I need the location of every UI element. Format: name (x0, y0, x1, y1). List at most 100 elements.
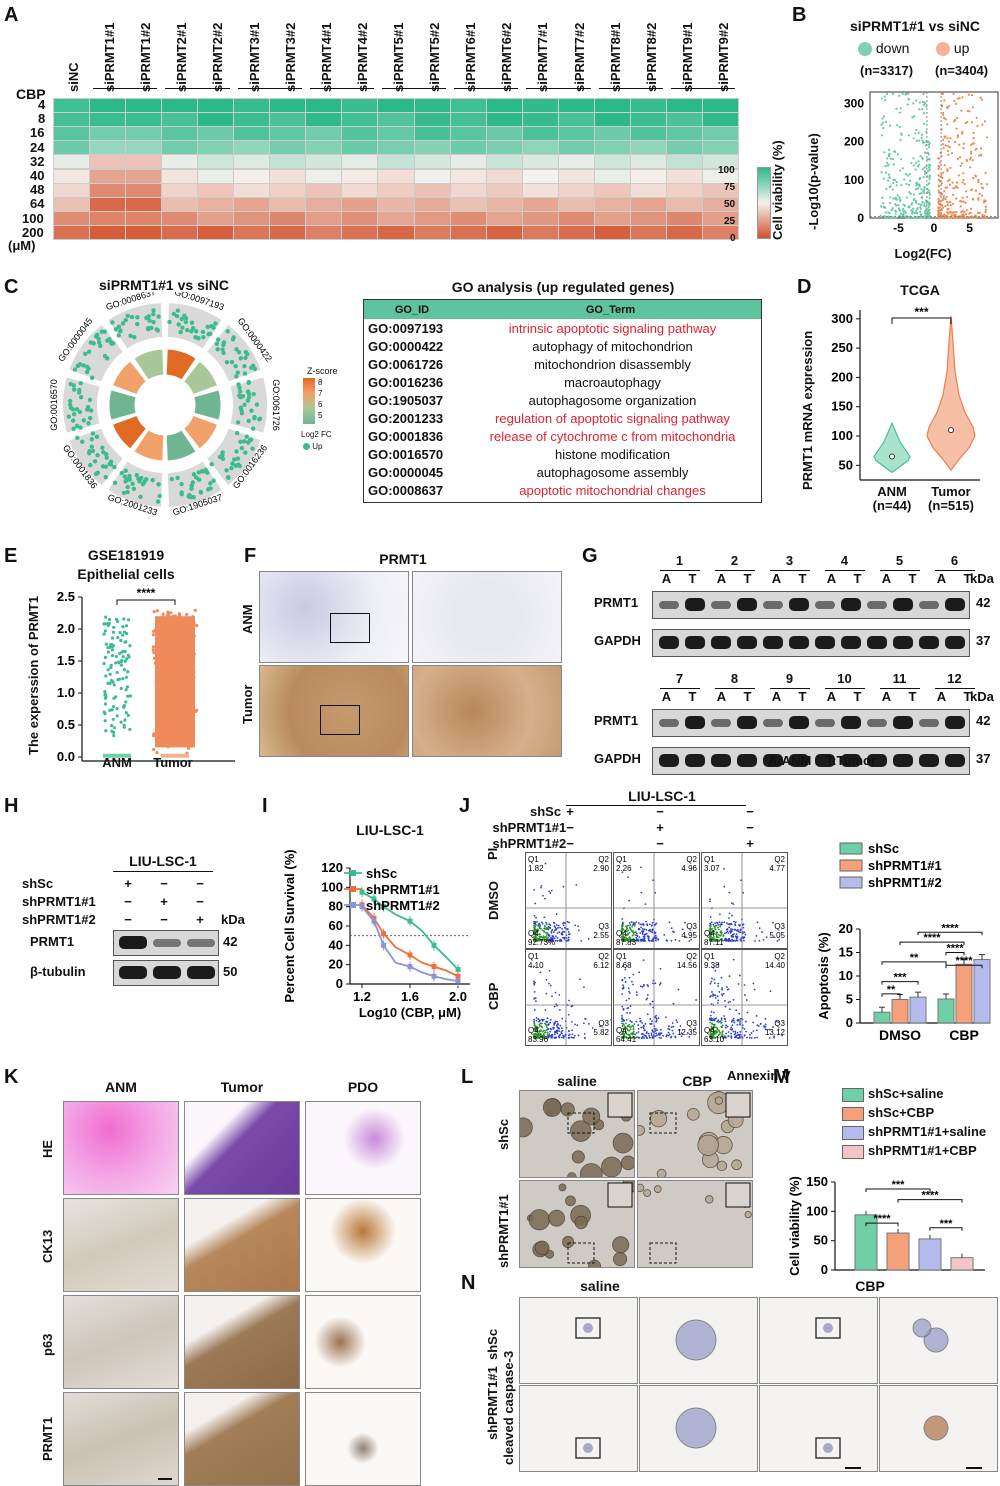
flow-event (756, 921, 759, 924)
volcano-point (922, 190, 925, 193)
volcano-point (972, 177, 975, 180)
flow-event (571, 1029, 574, 1032)
flow-event (710, 921, 713, 924)
condition-sign: + (656, 820, 664, 835)
quadrant-label: Q3 (686, 922, 697, 931)
go-gene-point (257, 417, 262, 422)
blot-band (659, 601, 679, 609)
go-gene-point (215, 347, 220, 352)
blot-band (841, 598, 861, 611)
volcano-point (888, 152, 891, 156)
flow-event (717, 985, 720, 987)
gse-point (191, 706, 195, 710)
flow-event (735, 1009, 738, 1012)
ihc-k-image (305, 1295, 421, 1389)
volcano-point (900, 132, 903, 135)
volcano-point (956, 134, 959, 137)
volcano-point (920, 192, 923, 195)
volcano-title: siPRMT1#1 vs siNC (850, 18, 980, 34)
flow-event (631, 925, 633, 928)
gse-group-anm: ANM (102, 755, 132, 770)
heatmap-cell (522, 155, 558, 169)
volcano-point (927, 189, 931, 192)
flow-event (637, 922, 640, 924)
volcano-point (949, 166, 952, 170)
heatmap-cell (197, 126, 233, 141)
heatmap-cell (450, 126, 486, 141)
heatmap-cell (414, 112, 450, 126)
go-zscore-sector (165, 429, 197, 462)
gse-point (168, 670, 173, 674)
flow-event (670, 1035, 673, 1038)
flow-event (540, 921, 543, 924)
volcano-point (928, 174, 931, 177)
go-gene-point (138, 494, 143, 500)
volcano-point (914, 161, 918, 164)
heatmap-cell (522, 141, 558, 155)
heatmap-cell (703, 98, 739, 112)
flow-event (755, 934, 758, 937)
ihc-k-image (305, 1392, 421, 1486)
flow-event (549, 892, 552, 894)
flow-event (625, 1022, 627, 1025)
heatmap-cell (558, 112, 595, 126)
flow-yaxis: PI (485, 847, 500, 860)
condition-sign: − (746, 820, 754, 835)
flow-event (628, 992, 631, 994)
curve-point (431, 973, 437, 979)
flow-event (651, 929, 654, 932)
go-gene-point (229, 359, 235, 365)
curve-point (381, 942, 387, 948)
go-id-cell: GO:0000422 (368, 338, 444, 354)
go-gene-point (200, 329, 206, 335)
flow-event (567, 928, 569, 931)
organoid (579, 1163, 603, 1177)
flow-event (621, 1020, 623, 1023)
heatmap-cell (703, 169, 739, 183)
gse-point (110, 636, 115, 640)
go-gene-point (100, 445, 105, 450)
flow-event (736, 1023, 739, 1026)
flow-event (625, 928, 628, 931)
blot-band (685, 716, 705, 729)
gse-point (112, 625, 116, 629)
ihc-f-anm-low (259, 571, 409, 663)
flow-event (552, 1026, 555, 1029)
ihc-k-image (184, 1295, 300, 1389)
heatmap-cell (414, 212, 450, 226)
flow-event (676, 1021, 679, 1024)
flow-event (713, 926, 716, 929)
flow-event (716, 1028, 719, 1031)
volcano-point (892, 197, 895, 200)
go-gene-point (132, 334, 137, 340)
quadrant-label: Q1 (528, 855, 539, 864)
gse-point (171, 689, 175, 693)
condition-sign: − (124, 894, 132, 909)
heatmap-cell (450, 141, 486, 155)
heatmap-cell (558, 197, 595, 212)
gse-point (107, 621, 111, 626)
ihc-n-row-label: shSc (485, 1328, 500, 1360)
ihc-k-image (184, 1101, 300, 1195)
gse-point (120, 650, 124, 654)
kda-value: 42 (976, 713, 991, 728)
ihc-f-zoom-box (320, 705, 360, 735)
volcano-point (945, 195, 948, 198)
flow-event (542, 1029, 545, 1032)
volcano-point (884, 165, 887, 168)
gse-point (122, 617, 126, 621)
organoid-col-label: saline (557, 1073, 597, 1089)
flow-event (533, 938, 535, 941)
ihc-f-row-tumor: Tumor (240, 684, 255, 724)
organoid (574, 1215, 588, 1230)
flow-event (533, 1023, 536, 1026)
flow-event (538, 925, 541, 928)
flow-event (736, 939, 739, 942)
flow-event (545, 923, 548, 926)
flow-event (727, 1031, 730, 1033)
blot-band (841, 754, 861, 767)
go-gene-point (135, 315, 140, 320)
gse-point (167, 704, 172, 708)
heatmap-cell (595, 126, 631, 141)
volcano-point (962, 147, 965, 150)
